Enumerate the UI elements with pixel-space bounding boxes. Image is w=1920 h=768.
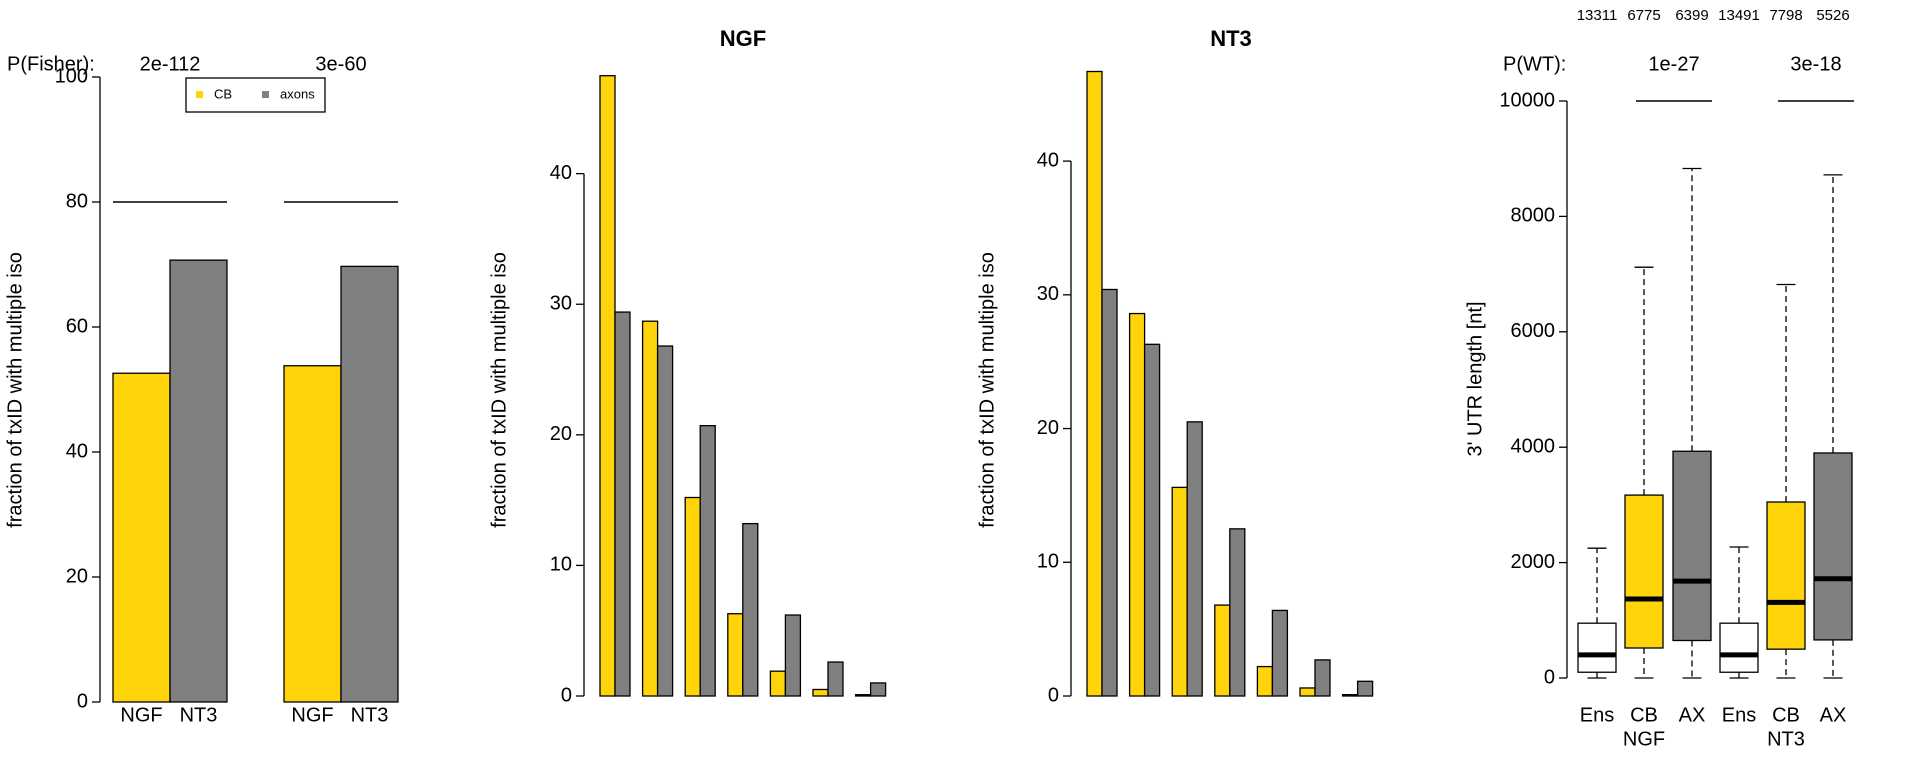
bar xyxy=(1086,70,1103,697)
bar xyxy=(1229,528,1246,697)
y-tick-label: 6000 xyxy=(1511,320,1556,342)
x-tick-label: Ens xyxy=(1580,704,1614,726)
chart-title: NGF xyxy=(720,26,766,51)
count-label: 6775 xyxy=(1627,7,1660,24)
x-tick-label: NT3 xyxy=(351,704,389,726)
bar xyxy=(769,670,787,697)
count-label: 7798 xyxy=(1769,7,1802,24)
y-axis-label: fraction of txID with multiple iso xyxy=(4,252,26,528)
bar xyxy=(112,372,171,703)
x-tick-label: Ens xyxy=(1722,704,1756,726)
annotation: P(Fisher): xyxy=(7,53,95,75)
legend-label: CB xyxy=(214,86,232,101)
y-tick-label: 0 xyxy=(561,684,572,706)
count-label: 13491 xyxy=(1718,7,1760,24)
bar xyxy=(641,320,659,697)
box xyxy=(1577,622,1617,673)
bar xyxy=(656,345,674,697)
group-label: NT3 xyxy=(1767,728,1805,750)
bar xyxy=(827,661,844,697)
y-tick-label: 40 xyxy=(550,162,572,184)
y-axis-label: fraction of txID with multiple iso xyxy=(488,252,510,528)
bar xyxy=(784,614,802,697)
p-value: 2e-112 xyxy=(140,53,201,75)
y-tick-label: 40 xyxy=(1037,149,1059,171)
y-tick-label: 2000 xyxy=(1511,551,1556,573)
y-tick-label: 0 xyxy=(77,690,88,712)
y-tick-label: 20 xyxy=(1037,417,1059,439)
bar xyxy=(854,694,872,697)
bar xyxy=(283,365,342,703)
y-tick-label: 0 xyxy=(1048,684,1059,706)
bar xyxy=(1128,312,1146,697)
p-value: 1e-27 xyxy=(1648,53,1699,75)
y-tick-label: 40 xyxy=(66,440,88,462)
count-label: 6399 xyxy=(1675,7,1708,24)
x-tick-label: NGF xyxy=(120,704,162,726)
y-axis-label: 3' UTR length [nt] xyxy=(1464,302,1486,457)
y-tick-label: 30 xyxy=(1037,283,1059,305)
x-tick-label: NT3 xyxy=(180,704,218,726)
bar xyxy=(1314,659,1331,697)
bar xyxy=(1271,609,1289,697)
bar xyxy=(1299,687,1316,697)
box xyxy=(1766,501,1806,650)
box xyxy=(1624,494,1664,649)
bar xyxy=(1143,343,1161,697)
bar xyxy=(599,75,616,697)
y-tick-label: 10 xyxy=(1037,551,1059,573)
bar xyxy=(699,425,716,697)
y-tick-label: 20 xyxy=(550,423,572,445)
bar xyxy=(340,265,399,703)
bar xyxy=(1171,486,1188,697)
bar xyxy=(1341,694,1359,697)
chart-title: NT3 xyxy=(1210,26,1252,51)
bar xyxy=(1186,421,1203,697)
x-tick-label: AX xyxy=(1820,704,1847,726)
bar xyxy=(727,613,744,697)
y-tick-label: 100 xyxy=(55,65,88,87)
y-axis-label: fraction of txID with multiple iso xyxy=(976,252,998,528)
box xyxy=(1719,622,1759,673)
p-value: 3e-60 xyxy=(315,53,366,75)
bar xyxy=(869,682,887,697)
bar xyxy=(614,311,631,697)
group-label: NGF xyxy=(1623,728,1665,750)
legend-swatch xyxy=(262,91,269,98)
count-label: 13311 xyxy=(1577,7,1618,24)
y-tick-label: 30 xyxy=(550,293,572,315)
y-tick-label: 0 xyxy=(1544,666,1555,688)
y-tick-label: 8000 xyxy=(1511,205,1556,227)
x-tick-label: CB xyxy=(1772,704,1800,726)
bar xyxy=(1214,604,1231,697)
legend-swatch xyxy=(196,91,203,98)
x-tick-label: AX xyxy=(1679,704,1706,726)
x-tick-label: CB xyxy=(1630,704,1658,726)
y-tick-label: 60 xyxy=(66,315,88,337)
bar xyxy=(742,522,759,697)
bar xyxy=(684,496,701,697)
bar xyxy=(1101,288,1118,697)
legend-box xyxy=(185,77,326,113)
y-tick-label: 20 xyxy=(66,565,88,587)
x-tick-label: NGF xyxy=(291,704,333,726)
bar xyxy=(169,259,228,703)
y-tick-label: 4000 xyxy=(1511,435,1556,457)
box xyxy=(1672,450,1712,642)
count-label: 5526 xyxy=(1816,7,1849,24)
y-tick-label: 80 xyxy=(66,190,88,212)
y-tick-label: 10 xyxy=(550,554,572,576)
bar xyxy=(812,688,829,697)
bar xyxy=(1256,665,1274,697)
y-tick-label: 10000 xyxy=(1499,89,1555,111)
bar xyxy=(1356,680,1374,697)
p-value: 3e-18 xyxy=(1790,53,1841,75)
legend-label: axons xyxy=(280,86,315,101)
box xyxy=(1813,452,1853,641)
annotation: P(WT): xyxy=(1503,53,1566,75)
